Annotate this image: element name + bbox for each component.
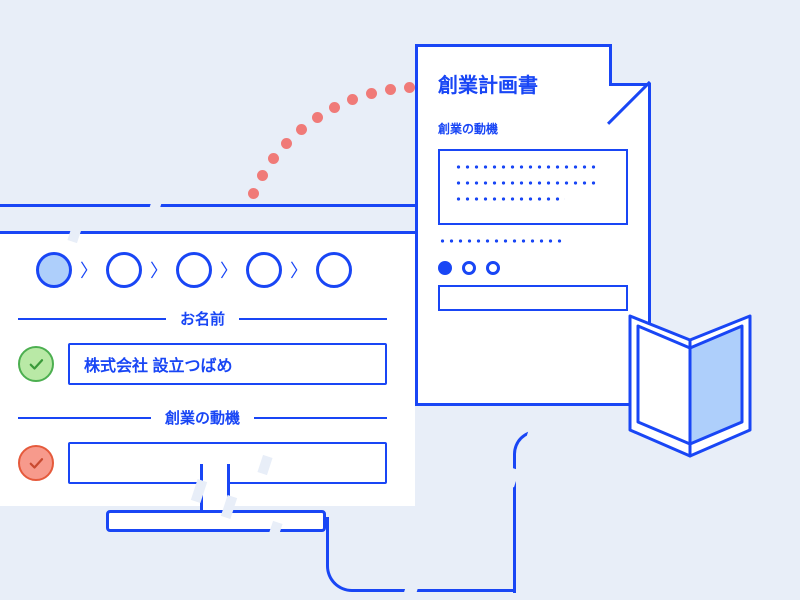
field-row-name: 株式会社 設立つばめ xyxy=(18,343,387,385)
trail-dot-icon xyxy=(329,102,340,113)
indicator-dot-icon xyxy=(486,261,500,275)
chevron-right-icon: 〉 xyxy=(150,257,168,283)
company-name-value: 株式会社 設立つばめ xyxy=(84,352,232,376)
rule-right xyxy=(254,417,387,419)
rule-left xyxy=(18,318,166,320)
rule-right xyxy=(239,318,387,320)
status-check-green-icon xyxy=(18,346,54,382)
monitor-stand-base xyxy=(106,510,326,532)
monitor-top-band xyxy=(0,204,415,234)
step-5[interactable] xyxy=(316,252,352,288)
step-2[interactable] xyxy=(106,252,142,288)
status-check-red-icon xyxy=(18,445,54,481)
progress-stepper: 〉 〉 〉 〉 xyxy=(18,252,387,288)
section-header-name: お名前 xyxy=(18,308,387,329)
trail-dot-icon xyxy=(312,112,323,123)
infographic-canvas: 〉 〉 〉 〉 お名前 株式会社 設立つばめ 創業の動機 xyxy=(0,0,800,600)
line-break-decor xyxy=(526,423,543,444)
document-subheading: 創業の動機 xyxy=(438,120,628,137)
trail-dot-icon xyxy=(281,138,292,149)
step-1[interactable] xyxy=(36,252,72,288)
indicator-dot-icon xyxy=(462,261,476,275)
indicator-dot-icon xyxy=(438,261,452,275)
page-fold-icon xyxy=(609,44,651,86)
step-4[interactable] xyxy=(246,252,282,288)
step-3[interactable] xyxy=(176,252,212,288)
section-label-name: お名前 xyxy=(180,308,225,329)
section-label-motive: 創業の動機 xyxy=(165,407,240,428)
section-header-motive: 創業の動機 xyxy=(18,407,387,428)
rule-left xyxy=(18,417,151,419)
trail-dot-icon xyxy=(268,153,279,164)
document-card: 創業計画書 創業の動機 xyxy=(415,44,651,406)
trail-dot-icon xyxy=(366,88,377,99)
document-input-bar xyxy=(438,285,628,311)
document-text-box xyxy=(438,149,628,225)
chevron-right-icon: 〉 xyxy=(290,257,308,283)
chevron-right-icon: 〉 xyxy=(220,257,238,283)
chevron-right-icon: 〉 xyxy=(80,257,98,283)
text-line-placeholder xyxy=(454,165,596,169)
trail-dot-icon xyxy=(257,170,268,181)
document-title: 創業計画書 xyxy=(438,69,628,98)
trail-dot-icon xyxy=(347,94,358,105)
indicator-dots xyxy=(438,261,628,275)
text-line-placeholder xyxy=(438,239,562,243)
text-line-placeholder xyxy=(454,181,596,185)
trail-dot-icon xyxy=(385,84,396,95)
book-icon xyxy=(620,306,760,466)
cable-segment-lower xyxy=(326,517,516,592)
company-name-input[interactable]: 株式会社 設立つばめ xyxy=(68,343,387,385)
cable-segment-upper xyxy=(513,430,537,593)
trail-dot-icon xyxy=(404,82,415,93)
trail-dot-icon xyxy=(296,124,307,135)
trail-dot-icon xyxy=(248,188,259,199)
text-line-placeholder xyxy=(454,197,565,201)
